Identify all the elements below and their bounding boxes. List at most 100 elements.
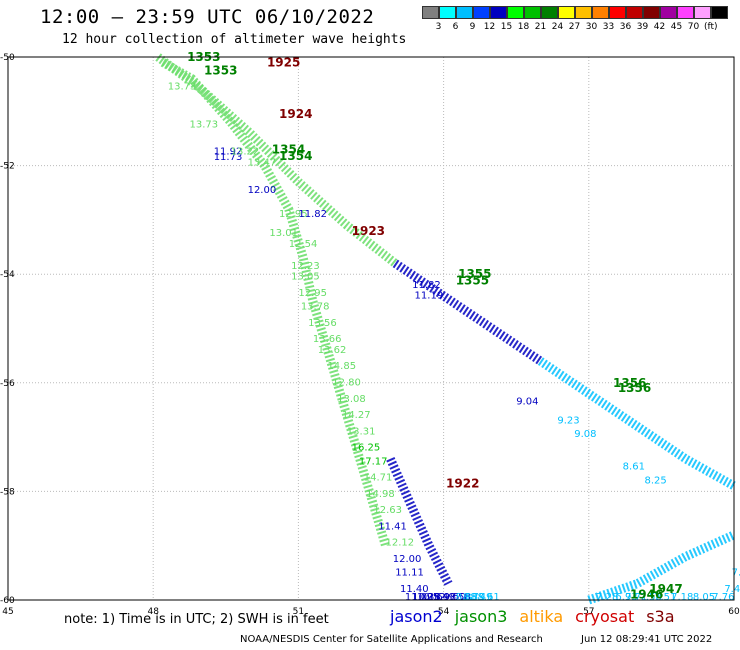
wave-height-label: 8.25 [644, 475, 666, 486]
wave-height-label: 11.40 [400, 584, 429, 595]
plot-frame [7, 56, 735, 601]
wave-height-label: 7.43 [724, 584, 740, 595]
satellite-track [155, 53, 398, 267]
colorbar-label: 70 [687, 22, 700, 32]
wave-height-label: 11.73 [214, 152, 243, 163]
wave-height-label: 7.51 [654, 592, 676, 603]
satellite-jason3: jason3 [454, 607, 508, 626]
wave-height-label: 13.31 [347, 426, 376, 437]
wave-height-label: 13.73 [190, 120, 219, 131]
colorbar-label: 30 [585, 22, 598, 32]
colorbar-label: 39 [636, 22, 649, 32]
wave-height-label: 13.05 [291, 272, 320, 283]
x-tick-label: 54 [438, 607, 450, 617]
y-tick-label: -56 [0, 379, 15, 389]
wave-height-label: 7.18 [671, 592, 693, 603]
wave-height-label: 14.85 [327, 361, 356, 372]
colorbar-swatch [643, 6, 660, 19]
pass-time-label: 1922 [446, 476, 479, 490]
wave-height-label: 17.17 [359, 456, 388, 467]
wave-height-label: 7.58 [640, 592, 662, 603]
wave-height-label: 8.79 [463, 592, 485, 603]
wave-height-label: 11.82 [412, 280, 441, 291]
wave-height-label: 9.58 [448, 592, 470, 603]
wave-height-label: 8.88 [456, 592, 478, 603]
wave-height-label: 13.78 [301, 301, 330, 312]
colorbar-label: 36 [619, 22, 632, 32]
y-tick-label: -50 [0, 53, 15, 63]
colorbar-unit: (ft) [704, 22, 718, 32]
wave-height-label: 14.98 [366, 489, 395, 500]
y-tick-label: -60 [0, 596, 15, 606]
colorbar-label: 27 [568, 22, 581, 32]
colorbar-swatch [524, 6, 541, 19]
colorbar-label: 45 [670, 22, 683, 32]
wave-height-label: 13.22 [231, 147, 260, 158]
colorbar-swatch [456, 6, 473, 19]
colorbar-swatch [490, 6, 507, 19]
colorbar-swatch [660, 6, 677, 19]
wave-height-label: 9.23 [557, 416, 579, 427]
wave-height-label: 7.76 [712, 592, 734, 603]
y-tick-label: -54 [0, 270, 15, 280]
colorbar-labels: 3 6 9 12 15 18 21 24 27 30 33 36 39 42 45 70 (ft) [422, 22, 718, 32]
pass-time-label: 1356 [618, 381, 651, 395]
colorbar-label: 21 [534, 22, 547, 32]
satellite-track [392, 259, 543, 365]
wave-height-label: 13.47 [248, 158, 277, 169]
colorbar-swatch [507, 6, 524, 19]
wave-height-label: 8.05 [693, 592, 715, 603]
wave-height-label: 9.50 [444, 592, 466, 603]
wave-height-label: 13.73 [168, 82, 197, 93]
wave-height-label: 12.00 [248, 185, 277, 196]
pass-time-label: 1355 [456, 274, 489, 288]
colorbar-swatch [541, 6, 558, 19]
colorbar-label: 42 [653, 22, 666, 32]
pass-time-label: 1356 [613, 376, 646, 390]
wave-height-label: 8.61 [477, 592, 499, 603]
satellite-s3a: s3a [646, 607, 675, 626]
colorbar-label: 33 [602, 22, 615, 32]
colorbar-swatch [575, 6, 592, 19]
wave-height-label: 12.23 [291, 261, 320, 272]
colorbar-swatch [592, 6, 609, 19]
colorbar-label: 3 [435, 22, 442, 32]
x-tick-label: 51 [293, 607, 304, 617]
colorbar [422, 6, 728, 19]
wave-height-label: 7.4 [732, 568, 740, 579]
y-tick-label: -52 [0, 162, 15, 172]
wave-height-label: 9.64 [427, 592, 449, 603]
wave-height-label: 11.02 [405, 592, 434, 603]
pass-time-label: 1353 [204, 64, 237, 78]
pass-time-label: 1354 [272, 142, 305, 156]
pass-time-label: 1925 [267, 55, 300, 69]
wave-height-label: 13.62 [318, 345, 347, 356]
wave-height-label: 9.08 [574, 429, 596, 440]
wave-height-label: 14.71 [364, 473, 393, 484]
x-tick-label: 48 [147, 607, 159, 617]
wave-height-label: 14.27 [342, 410, 371, 421]
satellite-track [537, 357, 737, 490]
wave-height-label: 12.95 [279, 209, 308, 220]
colorbar-label: 18 [517, 22, 530, 32]
satellite-track [587, 530, 736, 605]
colorbar-label: 12 [483, 22, 496, 32]
colorbar-swatch [694, 6, 711, 19]
wave-height-label: 9.98 [434, 592, 456, 603]
wave-height-label: 16.25 [352, 443, 381, 454]
colorbar-label: 15 [500, 22, 513, 32]
wave-height-label: 7.28 [596, 592, 618, 603]
satellite-track [160, 58, 390, 547]
x-tick-label: 57 [583, 607, 594, 617]
page-title: 12:00 – 23:59 UTC 06/10/2022 [40, 6, 375, 28]
wave-height-label: 8.49 [470, 592, 492, 603]
colorbar-swatch [711, 6, 728, 19]
wave-height-label: 12.00 [393, 554, 422, 565]
wave-height-label: 12.12 [386, 538, 415, 549]
timestamp-text: Jun 12 08:29:41 UTC 2022 [581, 634, 713, 645]
wave-height-label: 12.95 [298, 288, 327, 299]
wave-height-label: 6.93 [615, 592, 637, 603]
satellite-cryosat: cryosat [575, 607, 635, 626]
colorbar-swatch [473, 6, 490, 19]
note-text: note: 1) Time is in UTC; 2) SWH is in fe… [64, 612, 329, 627]
